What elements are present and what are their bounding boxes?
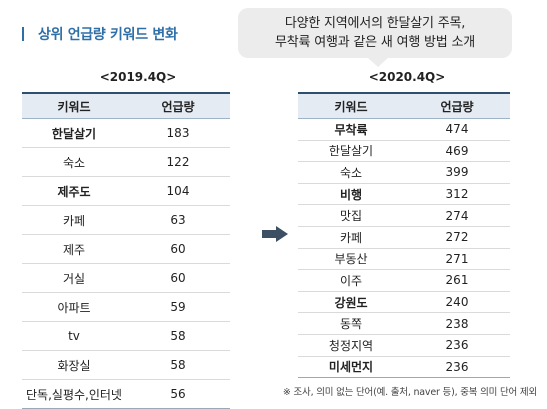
count-cell: 56 — [126, 379, 230, 409]
count-cell: 58 — [126, 321, 230, 351]
keyword-cell: 단독,실평수,인터넷 — [22, 379, 126, 409]
callout-line-1: 다양한 지역에서의 한달살기 주목, — [284, 16, 466, 31]
table-row: 아파트 59 — [22, 292, 230, 322]
keyword-cell: 제주도 — [22, 176, 126, 206]
right-arrow-icon — [262, 226, 288, 242]
table-header-row: 키워드 언급량 — [22, 92, 230, 119]
count-cell: 59 — [126, 292, 230, 322]
header-count: 언급량 — [126, 92, 230, 119]
table-row: 이주 261 — [298, 269, 510, 292]
page-title: 상위 언급량 키워드 변화 — [22, 24, 178, 44]
table-row: 제주 60 — [22, 234, 230, 264]
table-row: 동쪽 238 — [298, 312, 510, 335]
keyword-cell: 비행 — [298, 183, 404, 206]
keyword-cell: 카페 — [22, 205, 126, 235]
keyword-cell: 한달살기 — [22, 118, 126, 148]
period-label-2019: <2019.4Q> — [99, 70, 177, 84]
keyword-cell: 한달살기 — [298, 140, 404, 163]
count-cell: 240 — [404, 291, 510, 314]
keyword-cell: 카페 — [298, 226, 404, 249]
table-row: 제주도 104 — [22, 176, 230, 206]
count-cell: 104 — [126, 176, 230, 206]
table-row: 미세먼지 236 — [298, 356, 510, 379]
table-row: 숙소 399 — [298, 161, 510, 184]
count-cell: 60 — [126, 234, 230, 264]
table-row: 한달살기 183 — [22, 118, 230, 148]
keyword-cell: 맛집 — [298, 204, 404, 227]
count-cell: 58 — [126, 350, 230, 380]
table-row: 맛집 274 — [298, 204, 510, 227]
count-cell: 60 — [126, 263, 230, 293]
count-cell: 261 — [404, 269, 510, 292]
keyword-cell: 부동산 — [298, 248, 404, 271]
count-cell: 272 — [404, 226, 510, 249]
count-cell: 122 — [126, 147, 230, 177]
count-cell: 274 — [404, 204, 510, 227]
table-body-2019: 한달살기 183 숙소 122 제주도 104 카페 63 제주 60 거실 60 아파트 59 tv 58 화… — [22, 118, 230, 409]
keyword-table-2020: 키워드 언급량 무착륙 474 한달살기 469 숙소 399 비행 312 맛집 274 카페 27… — [298, 92, 510, 379]
callout-line-2: 무착륙 여행과 같은 새 여행 방법 소개 — [275, 35, 475, 50]
table-row: 한달살기 469 — [298, 140, 510, 163]
table-row: 청정지역 236 — [298, 334, 510, 357]
table-row: tv 58 — [22, 321, 230, 351]
period-label-2020: <2020.4Q> — [368, 70, 446, 84]
keyword-cell: 숙소 — [22, 147, 126, 177]
title-accent-bar — [22, 27, 24, 41]
count-cell: 238 — [404, 312, 510, 335]
header-count: 언급량 — [404, 92, 510, 119]
table-body-2020: 무착륙 474 한달살기 469 숙소 399 비행 312 맛집 274 카페 272 부동산 271 이… — [298, 118, 510, 379]
count-cell: 63 — [126, 205, 230, 235]
count-cell: 474 — [404, 118, 510, 141]
header-keyword: 키워드 — [298, 92, 404, 119]
table-row: 숙소 122 — [22, 147, 230, 177]
keyword-cell: 강원도 — [298, 291, 404, 314]
callout-box: 다양한 지역에서의 한달살기 주목, 무착륙 여행과 같은 새 여행 방법 소개 — [238, 8, 512, 58]
count-cell: 236 — [404, 356, 510, 379]
count-cell: 399 — [404, 161, 510, 184]
keyword-cell: 동쪽 — [298, 312, 404, 335]
table-header-row: 키워드 언급량 — [298, 92, 510, 119]
keyword-cell: 아파트 — [22, 292, 126, 322]
footnote: ※ 조사, 의미 없는 단어(예. 출처, naver 등), 중복 의미 단어… — [282, 387, 537, 398]
keyword-cell: 화장실 — [22, 350, 126, 380]
count-cell: 469 — [404, 140, 510, 163]
keyword-cell: tv — [22, 321, 126, 351]
count-cell: 312 — [404, 183, 510, 206]
table-row: 부동산 271 — [298, 248, 510, 271]
keyword-table-2019: 키워드 언급량 한달살기 183 숙소 122 제주도 104 카페 63 제주 60 거실 60 아파… — [22, 92, 230, 409]
keyword-cell: 미세먼지 — [298, 356, 404, 379]
count-cell: 183 — [126, 118, 230, 148]
callout-tail — [368, 58, 388, 67]
keyword-cell: 거실 — [22, 263, 126, 293]
keyword-cell: 이주 — [298, 269, 404, 292]
keyword-cell: 청정지역 — [298, 334, 404, 357]
count-cell: 236 — [404, 334, 510, 357]
page-title-text: 상위 언급량 키워드 변화 — [38, 27, 178, 43]
table-row: 무착륙 474 — [298, 118, 510, 141]
table-row: 비행 312 — [298, 183, 510, 206]
keyword-cell: 무착륙 — [298, 118, 404, 141]
table-row: 단독,실평수,인터넷 56 — [22, 379, 230, 409]
table-row: 카페 272 — [298, 226, 510, 249]
keyword-cell: 숙소 — [298, 161, 404, 184]
table-row: 강원도 240 — [298, 291, 510, 314]
keyword-cell: 제주 — [22, 234, 126, 264]
table-row: 거실 60 — [22, 263, 230, 293]
table-row: 카페 63 — [22, 205, 230, 235]
table-row: 화장실 58 — [22, 350, 230, 380]
header-keyword: 키워드 — [22, 92, 126, 119]
count-cell: 271 — [404, 248, 510, 271]
